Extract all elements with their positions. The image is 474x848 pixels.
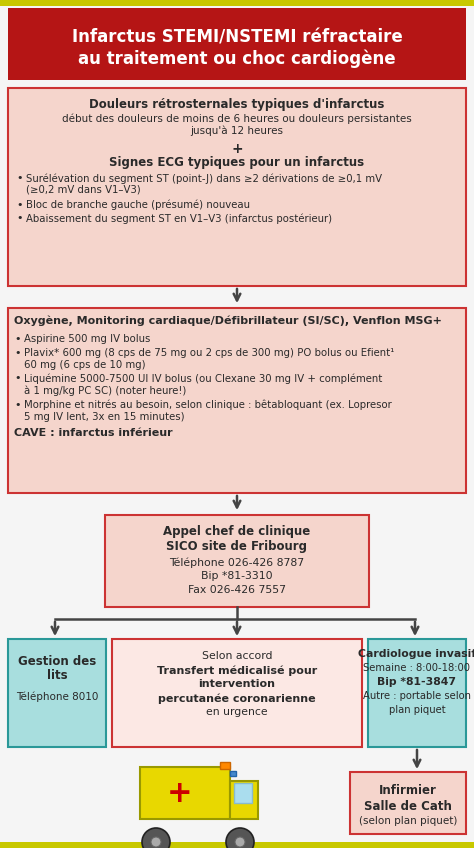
Text: •: • xyxy=(16,173,22,183)
Text: Salle de Cath: Salle de Cath xyxy=(364,800,452,813)
Text: lits: lits xyxy=(46,669,67,682)
Bar xyxy=(368,639,466,747)
Circle shape xyxy=(142,828,170,848)
Bar xyxy=(230,781,258,819)
Text: intervention: intervention xyxy=(199,679,275,689)
Text: SICO site de Fribourg: SICO site de Fribourg xyxy=(166,540,308,553)
Text: +: + xyxy=(231,142,243,156)
Text: plan piquet: plan piquet xyxy=(389,705,445,715)
Bar xyxy=(220,762,230,769)
Text: Cardiologue invasif: Cardiologue invasif xyxy=(358,649,474,659)
Text: Téléphone 8010: Téléphone 8010 xyxy=(16,691,98,701)
Text: Infarctus STEMI/NSTEMI réfractaire: Infarctus STEMI/NSTEMI réfractaire xyxy=(72,28,402,46)
Bar xyxy=(234,783,252,803)
Text: •: • xyxy=(14,334,20,344)
Text: début des douleurs de moins de 6 heures ou douleurs persistantes: début des douleurs de moins de 6 heures … xyxy=(62,114,412,125)
Text: Bloc de branche gauche (présumé) nouveau: Bloc de branche gauche (présumé) nouveau xyxy=(26,200,250,210)
Text: Infirmier: Infirmier xyxy=(379,784,437,797)
Text: jusqu'à 12 heures: jusqu'à 12 heures xyxy=(191,126,283,137)
Bar xyxy=(140,767,230,819)
Bar xyxy=(0,842,474,848)
Circle shape xyxy=(151,837,161,847)
Bar xyxy=(230,771,236,776)
Text: Bip *81-3310: Bip *81-3310 xyxy=(201,571,273,581)
Text: Morphine et nitrés au besoin, selon clinique : bêtabloquant (ex. Lopresor: Morphine et nitrés au besoin, selon clin… xyxy=(24,400,392,410)
Text: Liquémine 5000-7500 UI IV bolus (ou Clexane 30 mg IV + complément: Liquémine 5000-7500 UI IV bolus (ou Clex… xyxy=(24,373,383,383)
Text: Surélévation du segment ST (point-J) dans ≥2 dérivations de ≥0,1 mV: Surélévation du segment ST (point-J) dan… xyxy=(26,173,382,183)
Text: (selon plan piquet): (selon plan piquet) xyxy=(359,816,457,826)
Text: Transfert médicalisé pour: Transfert médicalisé pour xyxy=(157,665,317,676)
Bar xyxy=(0,0,474,6)
Text: •: • xyxy=(14,373,20,383)
Text: •: • xyxy=(16,213,22,223)
Text: à 1 mg/kg PC SC) (noter heure!): à 1 mg/kg PC SC) (noter heure!) xyxy=(24,385,186,395)
Bar xyxy=(8,8,466,80)
Bar xyxy=(8,639,106,747)
Text: Abaissement du segment ST en V1–V3 (infarctus postérieur): Abaissement du segment ST en V1–V3 (infa… xyxy=(26,213,332,224)
Circle shape xyxy=(226,828,254,848)
Text: Selon accord: Selon accord xyxy=(202,651,272,661)
Text: Bip *81-3847: Bip *81-3847 xyxy=(377,677,456,687)
Bar xyxy=(8,308,466,493)
Text: au traitement ou choc cardiogène: au traitement ou choc cardiogène xyxy=(78,50,396,69)
Text: Oxygène, Monitoring cardiaque/Défibrillateur (SI/SC), Venflon MSG+: Oxygène, Monitoring cardiaque/Défibrilla… xyxy=(14,316,442,326)
Text: Aspirine 500 mg IV bolus: Aspirine 500 mg IV bolus xyxy=(24,334,150,344)
Text: Fax 026-426 7557: Fax 026-426 7557 xyxy=(188,585,286,595)
Circle shape xyxy=(235,837,245,847)
Text: 5 mg IV lent, 3x en 15 minutes): 5 mg IV lent, 3x en 15 minutes) xyxy=(24,412,185,422)
Bar xyxy=(350,772,466,834)
Text: Gestion des: Gestion des xyxy=(18,655,96,668)
Text: 60 mg (6 cps de 10 mg): 60 mg (6 cps de 10 mg) xyxy=(24,360,146,370)
Bar xyxy=(8,88,466,286)
Text: Signes ECG typiques pour un infarctus: Signes ECG typiques pour un infarctus xyxy=(109,156,365,169)
Text: Appel chef de clinique: Appel chef de clinique xyxy=(164,525,310,538)
Text: Semaine : 8:00-18:00: Semaine : 8:00-18:00 xyxy=(364,663,471,673)
Text: •: • xyxy=(16,200,22,210)
Text: Douleurs rétrosternales typiques d'infarctus: Douleurs rétrosternales typiques d'infar… xyxy=(89,98,385,111)
Text: •: • xyxy=(14,400,20,410)
Bar xyxy=(112,639,362,747)
Bar xyxy=(105,515,369,607)
Text: en urgence: en urgence xyxy=(206,707,268,717)
Text: +: + xyxy=(167,778,193,807)
Text: Téléphone 026-426 8787: Téléphone 026-426 8787 xyxy=(169,557,305,567)
Text: Plavix* 600 mg (8 cps de 75 mg ou 2 cps de 300 mg) PO bolus ou Efient¹: Plavix* 600 mg (8 cps de 75 mg ou 2 cps … xyxy=(24,348,394,358)
Text: percutanée coronarienne: percutanée coronarienne xyxy=(158,693,316,704)
Text: Autre : portable selon: Autre : portable selon xyxy=(363,691,471,701)
Text: •: • xyxy=(14,348,20,358)
Text: CAVE : infarctus inférieur: CAVE : infarctus inférieur xyxy=(14,428,173,438)
Text: (≥0,2 mV dans V1–V3): (≥0,2 mV dans V1–V3) xyxy=(26,185,141,195)
